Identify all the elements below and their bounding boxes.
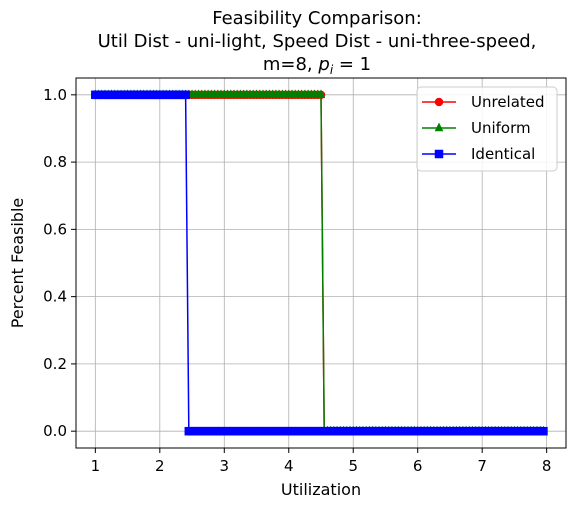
x-tick-label: 6 <box>413 457 423 475</box>
data-point-identical <box>539 426 548 436</box>
legend-label: Unrelated <box>471 93 545 111</box>
x-tick-label: 8 <box>542 457 552 475</box>
y-tick-label: 0.6 <box>43 220 67 238</box>
legend-item-uniform: Uniform <box>422 119 531 137</box>
y-tick-label: 1.0 <box>43 86 67 104</box>
y-axis-label: Percent Feasible <box>8 198 27 329</box>
x-tick-label: 3 <box>220 457 230 475</box>
plot-frame <box>75 77 567 449</box>
y-tick-label: 0.0 <box>43 422 67 440</box>
x-tick-label: 7 <box>477 457 487 475</box>
y-tick-label: 0.8 <box>43 153 67 171</box>
legend-frame <box>416 86 558 172</box>
series-identical <box>91 90 548 436</box>
legend: Unrelated Uniform Identical <box>416 86 558 172</box>
legend-label: Uniform <box>471 119 531 137</box>
title-line-3-var: p <box>317 54 329 75</box>
x-tick-label: 2 <box>155 457 165 475</box>
y-tick-label: 0.4 <box>43 288 67 306</box>
x-tick-label: 4 <box>284 457 294 475</box>
legend-marker <box>434 97 444 107</box>
x-axis-label: Utilization <box>281 480 361 499</box>
data-point-uniform <box>316 89 326 99</box>
legend-item-identical: Identical <box>422 145 535 163</box>
x-tick-label: 5 <box>348 457 358 475</box>
axis-ticks: 1 2 3 4 5 6 7 8 0.0 0.2 0.4 0.6 0.8 1.0 <box>43 86 551 475</box>
legend-item-unrelated: Unrelated <box>422 93 545 111</box>
legend-marker <box>434 122 444 132</box>
legend-label: Identical <box>471 145 535 163</box>
title-line-3-prefix: m=8, <box>263 54 319 75</box>
title-line-2: Util Dist - uni-light, Speed Dist - uni-… <box>98 31 537 52</box>
legend-marker <box>434 149 444 159</box>
chart-title: Feasibility Comparison: Util Dist - uni-… <box>98 8 537 77</box>
x-tick-label: 1 <box>91 457 101 475</box>
y-tick-label: 0.2 <box>43 355 67 373</box>
data-point-identical <box>181 90 190 100</box>
title-line-3: m=8, pi = 1 <box>263 54 371 77</box>
title-line-3-suffix: = 1 <box>333 54 371 75</box>
title-line-1: Feasibility Comparison: <box>212 8 422 29</box>
series-layer <box>90 89 548 436</box>
title-line-3-sub: i <box>330 63 334 77</box>
